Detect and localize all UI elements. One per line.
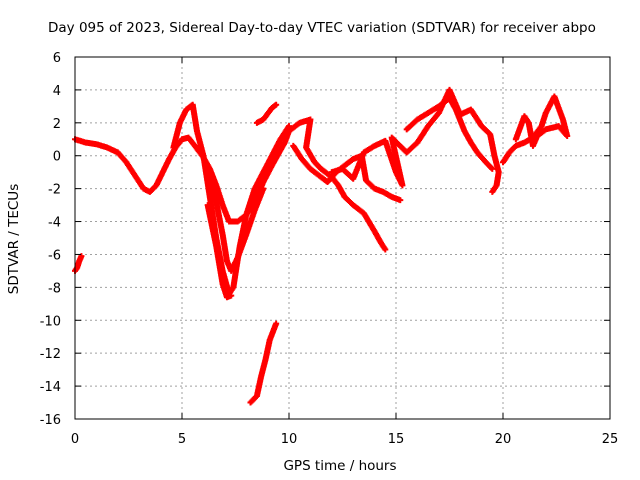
series-seg-spike (253, 101, 280, 126)
x-axis-label: GPS time / hours (283, 458, 396, 474)
data-point (273, 101, 280, 108)
y-tick-label: 0 (53, 150, 61, 165)
data-point (78, 253, 85, 260)
x-tick-label: 0 (71, 432, 79, 447)
y-tick-label: -16 (40, 413, 61, 428)
y-tick-label: -14 (40, 380, 61, 395)
data-point (273, 320, 280, 327)
x-tick-label: 10 (281, 432, 298, 447)
series-seg-evening (500, 93, 571, 166)
y-axis-ticks: 6 4 2 0 -2 -4 -6 -8 -10 -12 -14 -16 (40, 51, 610, 428)
series-seg-early-low (72, 253, 85, 274)
x-tick-label: 25 (602, 432, 619, 447)
y-tick-label: -4 (48, 216, 61, 231)
series-seg-afternoon-4 (403, 95, 496, 172)
plot-border (74, 56, 611, 420)
series-seg-afternoon-2 (290, 142, 404, 204)
grid (75, 57, 610, 419)
series-seg-main-3 (196, 142, 267, 274)
y-tick-label: -10 (40, 314, 61, 329)
y-tick-label: 6 (53, 51, 61, 66)
y-tick-label: -6 (48, 248, 61, 263)
data-point (260, 185, 267, 192)
y-axis-label: SDTVAR / TECUs (6, 184, 22, 294)
series-seg-afternoon-1 (286, 116, 389, 253)
series-seg-afternoon-3 (328, 86, 502, 195)
data-point (489, 165, 496, 172)
chart-title: Day 095 of 2023, Sidereal Day-to-day VTE… (48, 20, 596, 36)
data-point (489, 188, 496, 195)
data-point (228, 292, 235, 299)
data-point (382, 246, 389, 253)
y-tick-label: -2 (48, 183, 61, 198)
y-tick-label: 4 (53, 84, 61, 99)
y-tick-label: -8 (48, 281, 61, 296)
y-tick-label: 2 (53, 117, 61, 132)
x-axis-ticks: 0 5 10 15 20 25 (71, 57, 618, 447)
series-seg-deep-low (247, 320, 280, 406)
x-tick-label: 20 (495, 432, 512, 447)
data-point (397, 197, 404, 204)
data-point (512, 136, 519, 143)
x-tick-label: 5 (178, 432, 186, 447)
y-tick-label: -12 (40, 347, 61, 362)
data-points (72, 86, 571, 406)
series-seg-main-4 (204, 202, 235, 301)
x-tick-label: 15 (388, 432, 405, 447)
